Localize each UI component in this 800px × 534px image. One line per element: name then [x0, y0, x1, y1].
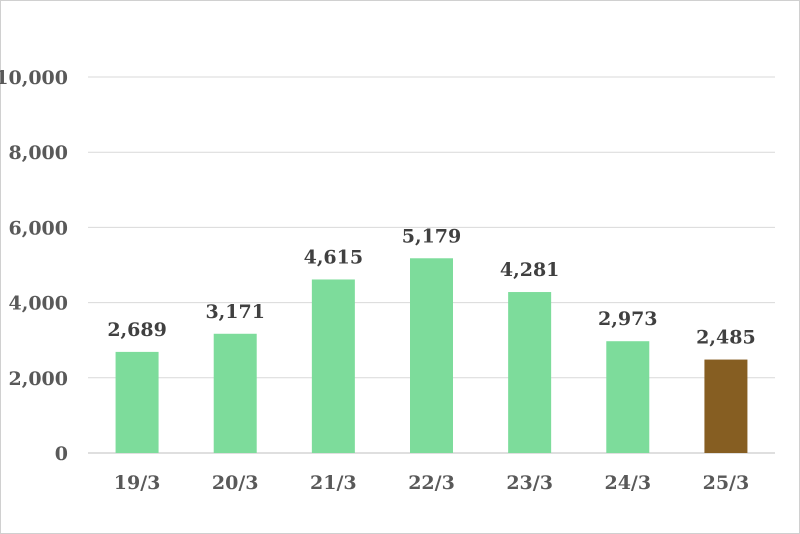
- x-tick-label: 22/3: [408, 472, 455, 494]
- x-tick-label: 24/3: [604, 472, 651, 494]
- y-tick-label: 6,000: [9, 217, 69, 239]
- bar-23-3: [508, 292, 552, 453]
- bar-22-3: [410, 258, 453, 453]
- bars: [115, 258, 748, 453]
- bar-21-3: [311, 279, 355, 453]
- bar-24-3: [606, 341, 650, 453]
- bar-20-3: [213, 333, 257, 453]
- data-label: 5,179: [402, 225, 462, 247]
- y-tick-label: 10,000: [0, 67, 68, 89]
- data-label: 2,689: [107, 319, 167, 341]
- data-label: 4,615: [304, 246, 364, 268]
- y-axis-tick-labels: 0 2,000 4,000 6,000 8,000 10,000: [0, 67, 68, 465]
- bar-25-3: [704, 359, 748, 453]
- y-tick-label: 2,000: [9, 368, 69, 390]
- data-label: 2,973: [598, 308, 658, 330]
- data-label: 3,171: [205, 301, 265, 323]
- gridlines: [88, 76, 775, 454]
- x-tick-label: 23/3: [506, 472, 553, 494]
- data-label: 2,485: [696, 327, 756, 349]
- data-label: 4,281: [500, 259, 560, 281]
- x-axis-tick-labels: 19/3 20/3 21/3 22/3 23/3 24/3 25/3: [114, 472, 749, 494]
- x-tick-label: 25/3: [703, 472, 750, 494]
- x-tick-label: 19/3: [114, 472, 161, 494]
- y-tick-label: 4,000: [9, 293, 69, 315]
- y-tick-label: 0: [55, 443, 68, 465]
- bar-19-3: [115, 351, 159, 453]
- y-tick-label: 8,000: [9, 142, 69, 164]
- x-tick-label: 21/3: [310, 472, 357, 494]
- data-labels: 2,689 3,171 4,615 5,179 4,281 2,973 2,485: [107, 225, 755, 348]
- x-tick-label: 20/3: [212, 472, 259, 494]
